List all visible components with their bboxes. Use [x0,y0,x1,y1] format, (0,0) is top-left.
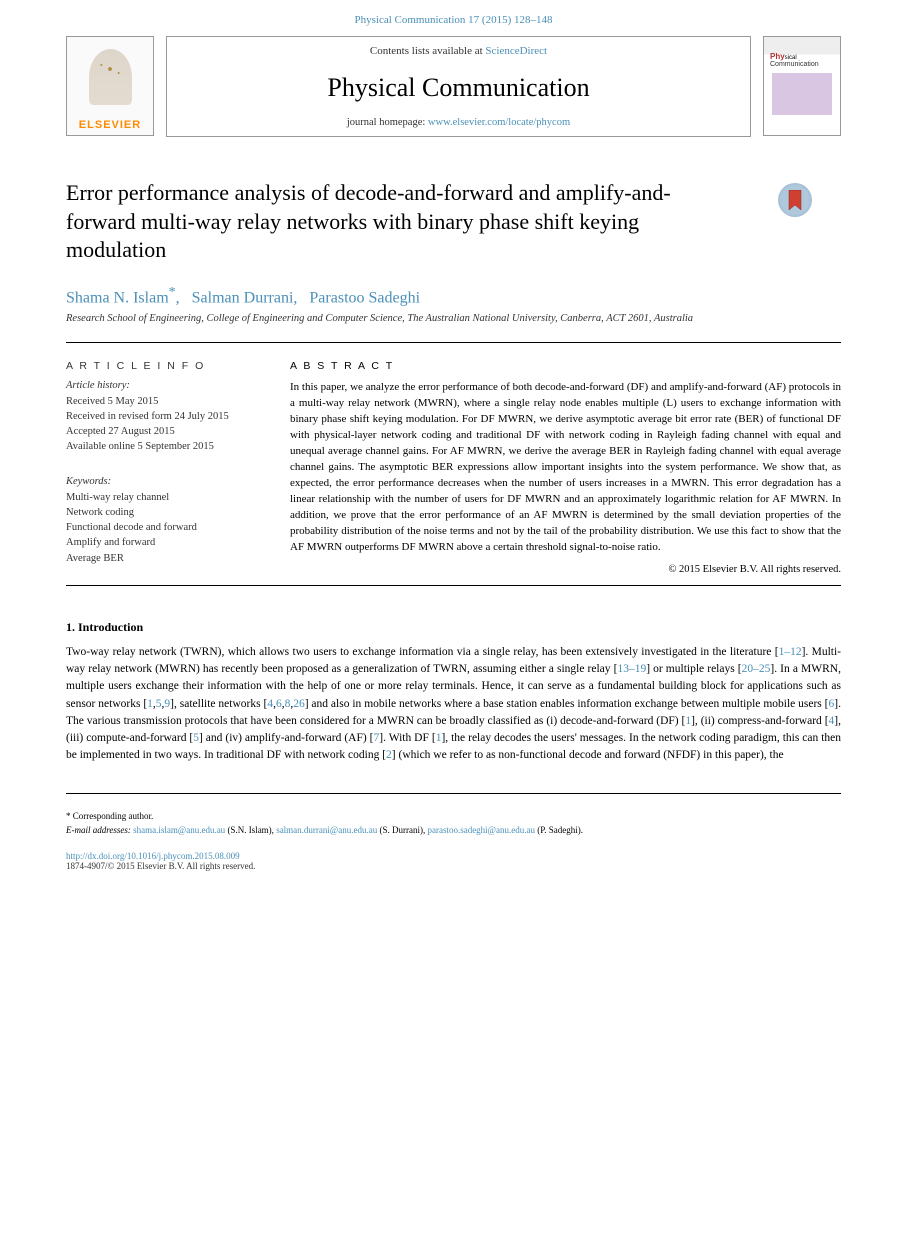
header-banner: ELSEVIER Contents lists available at Sci… [0,36,907,137]
author-3[interactable]: Parastoo Sadeghi [309,289,420,306]
author-1[interactable]: Shama N. Islam [66,289,169,306]
accepted-date: Accepted 27 August 2015 [66,424,266,439]
info-abstract-row: A R T I C L E I N F O Article history: R… [0,351,907,577]
email-line: E-mail addresses: shama.islam@anu.edu.au… [66,824,841,837]
available-date: Available online 5 September 2015 [66,439,266,454]
journal-cover-thumb[interactable]: Physical Communication [763,36,841,136]
email-link-2[interactable]: salman.durrani@anu.edu.au [276,825,377,835]
introduction: 1. Introduction Two-way relay network (T… [0,594,907,775]
homepage-line: journal homepage: www.elsevier.com/locat… [347,117,570,128]
cover-title: Physical Communication [770,53,836,68]
ref-link[interactable]: 13–19 [617,663,646,675]
keyword-2: Network coding [66,505,266,520]
ref-link[interactable]: 1–12 [779,646,802,658]
keyword-3: Functional decode and forward [66,520,266,535]
abstract-copyright: © 2015 Elsevier B.V. All rights reserved… [290,562,841,577]
paper-title: Error performance analysis of decode-and… [66,179,706,265]
article-info-heading: A R T I C L E I N F O [66,359,266,374]
history-label: Article history: [66,378,266,393]
abstract: A B S T R A C T In this paper, we analyz… [290,359,841,577]
cover-diagram-icon [772,73,832,115]
received-date: Received 5 May 2015 [66,394,266,409]
email-link-1[interactable]: shama.islam@anu.edu.au [133,825,225,835]
intro-heading: 1. Introduction [66,618,841,636]
affiliation: Research School of Engineering, College … [0,311,907,334]
corresponding-note: * Corresponding author. [66,810,841,823]
elsevier-label: ELSEVIER [79,117,141,135]
revised-date: Received in revised form 24 July 2015 [66,409,266,424]
divider-1 [66,342,841,343]
authors-line: Shama N. Islam*, Salman Durrani, Parasto… [0,269,907,311]
keyword-4: Amplify and forward [66,535,266,550]
crossmark-badge[interactable] [778,183,812,217]
contents-line: Contents lists available at ScienceDirec… [370,45,547,57]
sciencedirect-link[interactable]: ScienceDirect [485,45,547,57]
journal-banner: Contents lists available at ScienceDirec… [166,36,751,137]
divider-2 [66,585,841,586]
author-2[interactable]: Salman Durrani [192,289,294,306]
footnotes: * Corresponding author. E-mail addresses… [66,793,841,847]
cover-phy: Phy [770,52,785,61]
keyword-1: Multi-way relay channel [66,490,266,505]
homepage-link[interactable]: www.elsevier.com/locate/phycom [428,117,570,128]
keywords-label: Keywords: [66,474,266,489]
abstract-heading: A B S T R A C T [290,359,841,374]
author-corr-mark: * [169,285,176,300]
citation-line: Physical Communication 17 (2015) 128–148 [0,0,907,36]
doi-link[interactable]: http://dx.doi.org/10.1016/j.phycom.2015.… [0,847,907,861]
abstract-text: In this paper, we analyze the error perf… [290,380,841,555]
keywords-block: Keywords: Multi-way relay channel Networ… [66,474,266,565]
elsevier-logo[interactable]: ELSEVIER [66,36,154,136]
title-block: Error performance analysis of decode-and… [0,155,907,269]
cover-comm: Communication [770,61,819,68]
ref-link[interactable]: 20–25 [742,663,771,675]
article-info: A R T I C L E I N F O Article history: R… [66,359,266,577]
contents-prefix: Contents lists available at [370,45,485,57]
email-link-3[interactable]: parastoo.sadeghi@anu.edu.au [427,825,535,835]
intro-paragraph: Two-way relay network (TWRN), which allo… [66,644,841,765]
journal-name: Physical Communication [327,73,589,103]
ref-link[interactable]: 26 [293,698,305,710]
bookmark-icon [787,190,803,210]
homepage-prefix: journal homepage: [347,117,428,128]
elsevier-tree-icon [67,37,153,117]
footer-copyright: 1874-4907/© 2015 Elsevier B.V. All right… [0,861,907,891]
email-label: E-mail addresses: [66,825,131,835]
keyword-5: Average BER [66,551,266,566]
